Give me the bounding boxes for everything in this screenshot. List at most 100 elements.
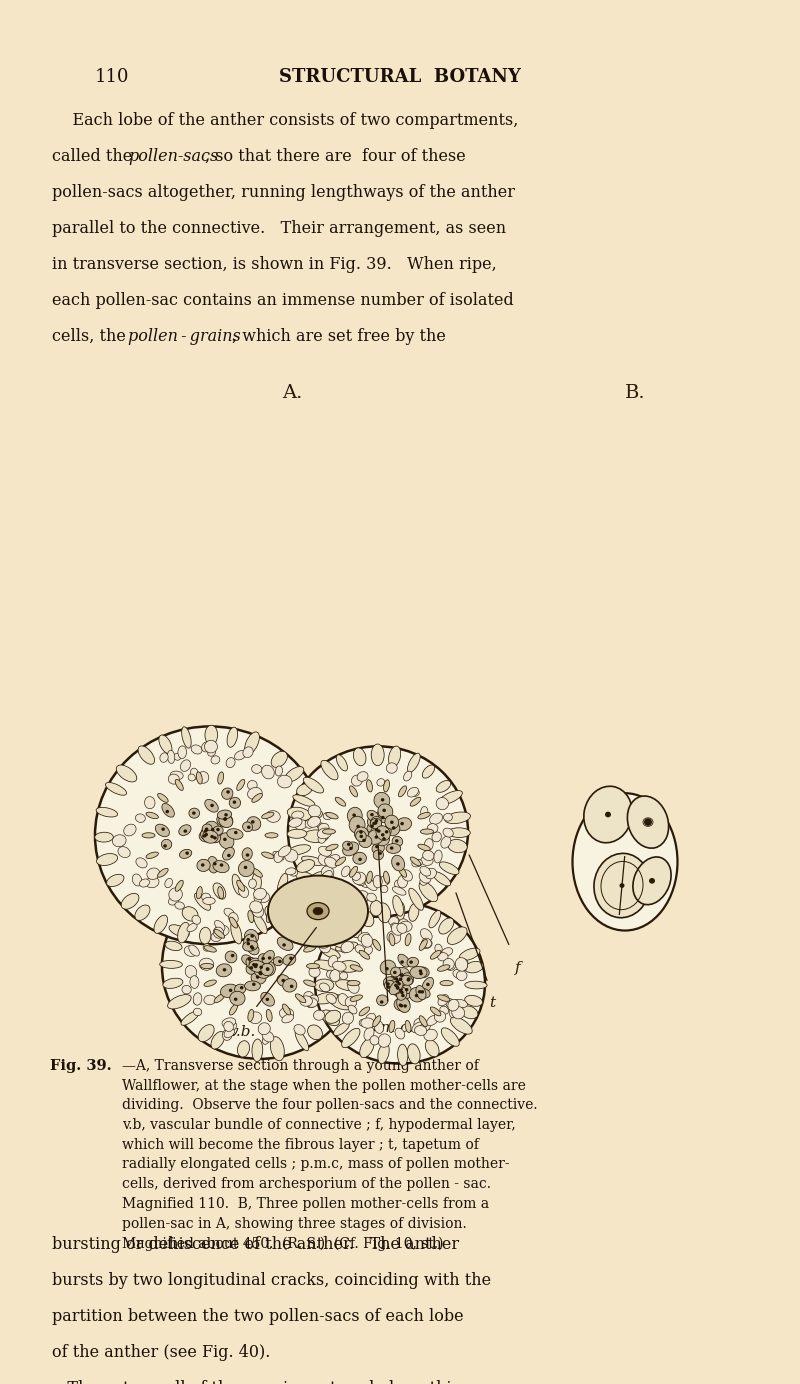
Circle shape	[381, 815, 385, 819]
Ellipse shape	[318, 854, 330, 865]
Circle shape	[396, 985, 399, 990]
Ellipse shape	[121, 894, 139, 909]
Ellipse shape	[262, 1031, 274, 1042]
Circle shape	[246, 854, 250, 857]
Ellipse shape	[416, 967, 429, 977]
Ellipse shape	[185, 966, 197, 978]
Ellipse shape	[203, 944, 210, 951]
Text: partition between the two pollen-sacs of each lobe: partition between the two pollen-sacs of…	[52, 1308, 464, 1324]
Ellipse shape	[154, 915, 168, 933]
Ellipse shape	[389, 976, 403, 990]
Ellipse shape	[196, 887, 202, 898]
Ellipse shape	[407, 753, 420, 772]
Ellipse shape	[318, 846, 331, 857]
Ellipse shape	[204, 980, 216, 987]
Ellipse shape	[453, 969, 464, 978]
Ellipse shape	[204, 995, 216, 1005]
Ellipse shape	[268, 876, 368, 947]
Ellipse shape	[318, 828, 331, 839]
Ellipse shape	[124, 823, 136, 836]
Circle shape	[385, 830, 389, 833]
Ellipse shape	[318, 823, 325, 830]
Ellipse shape	[318, 823, 329, 833]
Ellipse shape	[386, 843, 401, 854]
Ellipse shape	[338, 960, 360, 973]
Ellipse shape	[160, 960, 182, 969]
Ellipse shape	[380, 960, 396, 974]
Ellipse shape	[397, 902, 405, 920]
Ellipse shape	[197, 859, 210, 872]
Ellipse shape	[278, 937, 293, 951]
Ellipse shape	[300, 930, 307, 938]
Ellipse shape	[436, 781, 450, 792]
Ellipse shape	[282, 1014, 294, 1023]
Ellipse shape	[405, 1020, 411, 1032]
Ellipse shape	[283, 955, 296, 966]
Ellipse shape	[224, 1021, 234, 1031]
Ellipse shape	[213, 861, 229, 873]
Ellipse shape	[373, 875, 382, 887]
Circle shape	[259, 966, 263, 969]
Ellipse shape	[162, 839, 172, 850]
Ellipse shape	[394, 967, 410, 983]
Ellipse shape	[450, 1017, 472, 1034]
Ellipse shape	[282, 918, 290, 929]
Ellipse shape	[198, 771, 209, 783]
Ellipse shape	[314, 960, 338, 970]
Circle shape	[289, 956, 293, 960]
Ellipse shape	[202, 830, 218, 843]
Ellipse shape	[448, 828, 470, 837]
Ellipse shape	[410, 966, 427, 978]
Ellipse shape	[178, 922, 190, 943]
Circle shape	[381, 833, 385, 836]
Ellipse shape	[97, 854, 118, 865]
Ellipse shape	[429, 911, 441, 927]
Circle shape	[392, 826, 395, 829]
Ellipse shape	[350, 965, 362, 972]
Circle shape	[250, 947, 254, 949]
Circle shape	[398, 988, 402, 992]
Ellipse shape	[378, 1044, 390, 1064]
Ellipse shape	[292, 811, 304, 819]
Ellipse shape	[435, 944, 442, 954]
Ellipse shape	[397, 987, 407, 1001]
Ellipse shape	[308, 805, 321, 818]
Ellipse shape	[237, 880, 245, 891]
Ellipse shape	[341, 943, 350, 954]
Circle shape	[230, 954, 234, 958]
Ellipse shape	[249, 960, 266, 972]
Circle shape	[222, 967, 226, 972]
Ellipse shape	[383, 977, 396, 988]
Ellipse shape	[132, 873, 142, 886]
Ellipse shape	[359, 951, 370, 959]
Ellipse shape	[446, 999, 454, 1008]
Ellipse shape	[330, 922, 348, 933]
Circle shape	[372, 822, 376, 825]
Ellipse shape	[305, 998, 318, 1008]
Ellipse shape	[357, 772, 368, 782]
Ellipse shape	[106, 875, 124, 887]
Ellipse shape	[440, 1006, 449, 1014]
Ellipse shape	[262, 853, 274, 858]
Circle shape	[399, 977, 402, 981]
Ellipse shape	[364, 947, 373, 955]
Ellipse shape	[262, 765, 274, 779]
Circle shape	[315, 902, 485, 1063]
Circle shape	[398, 1003, 402, 1006]
Ellipse shape	[279, 1008, 294, 1019]
Ellipse shape	[218, 772, 224, 785]
Circle shape	[398, 983, 401, 985]
Circle shape	[192, 811, 196, 815]
Text: pollen - grains: pollen - grains	[128, 328, 241, 345]
Ellipse shape	[445, 812, 470, 823]
Ellipse shape	[360, 911, 374, 927]
Ellipse shape	[250, 901, 262, 913]
Ellipse shape	[308, 817, 321, 828]
Ellipse shape	[210, 833, 221, 843]
Ellipse shape	[354, 826, 369, 840]
Ellipse shape	[275, 765, 282, 776]
Circle shape	[414, 994, 418, 998]
Ellipse shape	[328, 955, 338, 967]
Ellipse shape	[254, 913, 267, 934]
Ellipse shape	[254, 894, 262, 902]
